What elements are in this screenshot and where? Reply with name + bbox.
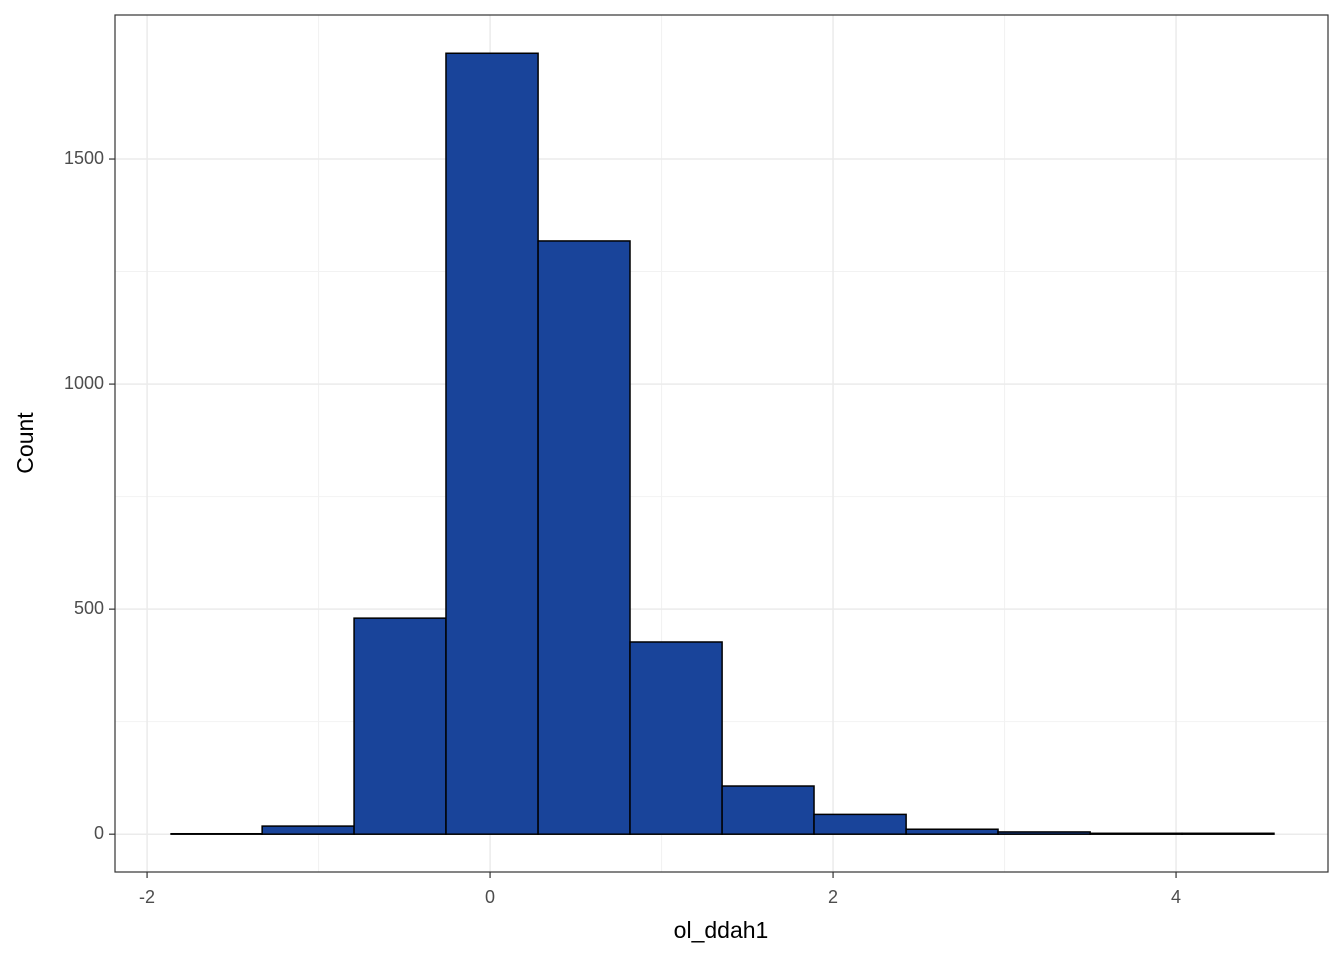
y-axis-title: Count [12, 412, 38, 474]
x-tick-label: 0 [485, 887, 495, 907]
bar [1089, 832, 1183, 835]
bar [629, 641, 723, 835]
y-tick-label: 1500 [64, 148, 104, 168]
x-tick-label: 4 [1171, 887, 1181, 907]
bar [997, 831, 1091, 835]
panel-border [114, 14, 1329, 873]
y-tick-label: 1000 [64, 373, 104, 393]
bar [905, 828, 999, 835]
y-tick-label: 0 [94, 823, 104, 843]
bar [721, 785, 815, 835]
bar [353, 617, 447, 835]
x-axis-title: ol_ddah1 [674, 917, 769, 943]
bar [813, 813, 907, 835]
bar [445, 52, 539, 835]
x-tick-label: -2 [139, 887, 155, 907]
bar [537, 240, 631, 835]
bar [261, 825, 355, 835]
x-tick-label: 2 [828, 887, 838, 907]
y-tick-label: 500 [74, 598, 104, 618]
bar [1181, 832, 1275, 835]
